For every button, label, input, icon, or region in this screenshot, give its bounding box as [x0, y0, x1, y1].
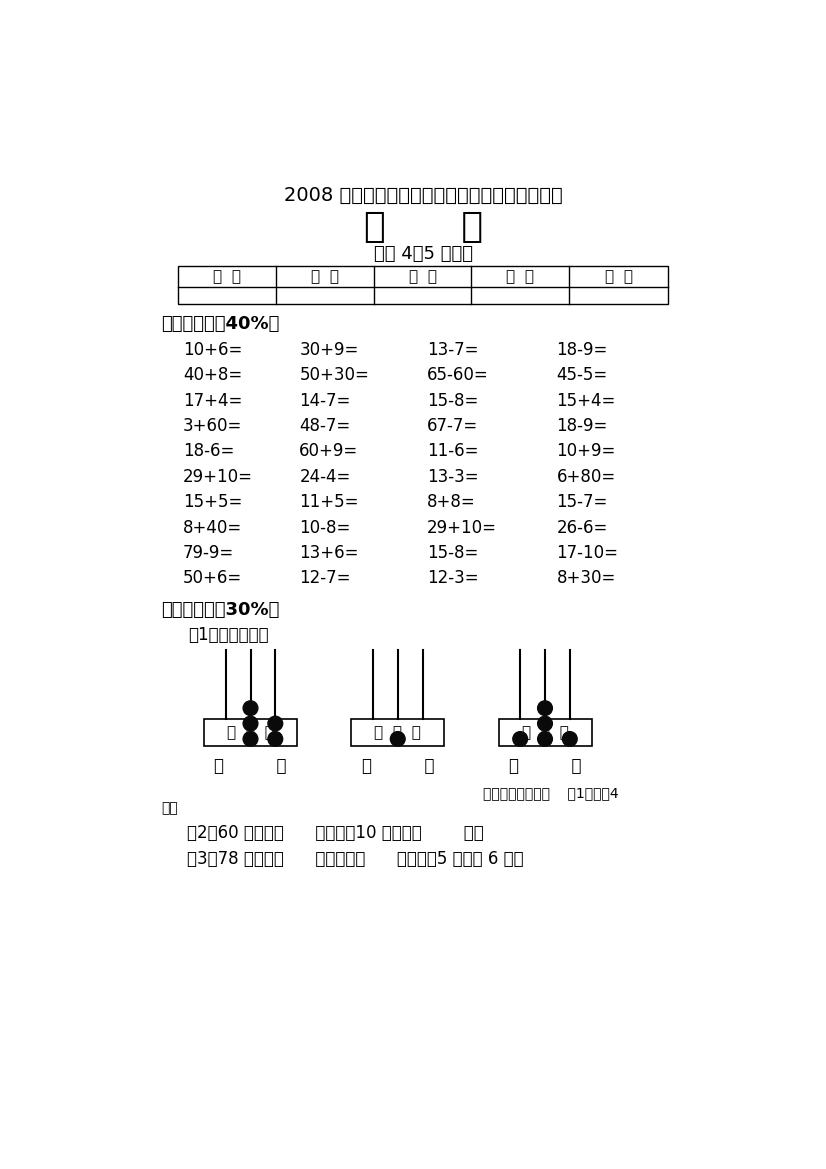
- Text: 二、填空。（30%）: 二、填空。（30%）: [161, 601, 280, 618]
- Text: 26-6=: 26-6=: [557, 519, 608, 537]
- Text: 11-6=: 11-6=: [427, 442, 479, 461]
- Circle shape: [243, 717, 258, 731]
- Circle shape: [243, 701, 258, 715]
- Bar: [499, 719, 591, 746]
- Text: 百  十  个: 百 十 个: [521, 725, 568, 740]
- Text: 17-10=: 17-10=: [557, 544, 619, 562]
- Text: 13-3=: 13-3=: [427, 468, 479, 486]
- Text: 13-7=: 13-7=: [427, 340, 479, 359]
- Text: 页）: 页）: [161, 802, 178, 816]
- Text: 10+9=: 10+9=: [557, 442, 616, 461]
- Text: 14-7=: 14-7=: [299, 392, 351, 409]
- Text: 45-5=: 45-5=: [557, 366, 608, 385]
- Text: 等  级: 等 级: [605, 269, 633, 284]
- Text: 8+8=: 8+8=: [427, 493, 476, 511]
- Text: 60+9=: 60+9=: [299, 442, 358, 461]
- Circle shape: [391, 732, 405, 746]
- Text: 50+6=: 50+6=: [183, 569, 242, 587]
- Circle shape: [538, 717, 553, 731]
- Text: 百  十  个: 百 十 个: [227, 725, 274, 740]
- Text: 姓  名: 姓 名: [409, 269, 437, 284]
- Text: （          ）: （ ）: [362, 758, 434, 775]
- Text: （          ）: （ ）: [509, 758, 582, 775]
- Text: 79-9=: 79-9=: [183, 544, 235, 562]
- Text: 24-4=: 24-4=: [299, 468, 351, 486]
- Circle shape: [538, 732, 553, 746]
- Text: 8+40=: 8+40=: [183, 519, 242, 537]
- Text: 6+80=: 6+80=: [557, 468, 616, 486]
- Text: （第 4、5 单元）: （第 4、5 单元）: [374, 245, 472, 263]
- Text: 29+10=: 29+10=: [183, 468, 253, 486]
- Text: 小数一年级（三）    第1页（共4: 小数一年级（三） 第1页（共4: [483, 787, 619, 801]
- Circle shape: [513, 732, 528, 746]
- Text: 48-7=: 48-7=: [299, 417, 350, 435]
- Bar: [351, 719, 444, 746]
- Text: 11+5=: 11+5=: [299, 493, 358, 511]
- Text: 百  十  个: 百 十 个: [374, 725, 421, 740]
- Text: 17+4=: 17+4=: [183, 392, 243, 409]
- Text: 18-9=: 18-9=: [557, 417, 608, 435]
- Text: 30+9=: 30+9=: [299, 340, 358, 359]
- Text: 3+60=: 3+60=: [183, 417, 243, 435]
- Text: 10-8=: 10-8=: [299, 519, 351, 537]
- Bar: [204, 719, 297, 746]
- Text: 数      学: 数 学: [363, 209, 483, 243]
- Text: （2）60 里面有（      ）个十；10 个十是（        ）。: （2）60 里面有（ ）个十；10 个十是（ ）。: [187, 824, 484, 843]
- Text: 13+6=: 13+6=: [299, 544, 358, 562]
- Circle shape: [243, 732, 258, 746]
- Text: 班  级: 班 级: [311, 269, 339, 284]
- Text: 50+30=: 50+30=: [299, 366, 369, 385]
- Text: 40+8=: 40+8=: [183, 366, 242, 385]
- Text: 18-9=: 18-9=: [557, 340, 608, 359]
- Text: 10+6=: 10+6=: [183, 340, 243, 359]
- Text: 15+4=: 15+4=: [557, 392, 616, 409]
- Circle shape: [268, 717, 282, 731]
- Text: 15-7=: 15-7=: [557, 493, 608, 511]
- Text: 15-8=: 15-8=: [427, 392, 478, 409]
- Text: 12-7=: 12-7=: [299, 569, 351, 587]
- Circle shape: [538, 701, 553, 715]
- Text: 学  号: 学 号: [506, 269, 534, 284]
- Text: 67-7=: 67-7=: [427, 417, 478, 435]
- Text: （1）看图写数。: （1）看图写数。: [188, 625, 269, 644]
- Text: 8+30=: 8+30=: [557, 569, 616, 587]
- Text: 18-6=: 18-6=: [183, 442, 235, 461]
- Text: 15+5=: 15+5=: [183, 493, 243, 511]
- Text: 2008 春期小学一年级教学质量过程监测题（三）: 2008 春期小学一年级教学质量过程监测题（三）: [284, 186, 563, 206]
- Text: 学  校: 学 校: [213, 269, 241, 284]
- Text: （          ）: （ ）: [214, 758, 287, 775]
- Text: 65-60=: 65-60=: [427, 366, 489, 385]
- Text: 12-3=: 12-3=: [427, 569, 479, 587]
- Text: （3）78 里面有（      ）个十和（      ）个一；5 个十和 6 个一: （3）78 里面有（ ）个十和（ ）个一；5 个十和 6 个一: [187, 850, 524, 867]
- Bar: [178, 265, 668, 304]
- Circle shape: [268, 732, 282, 746]
- Text: 一、口算。（40%）: 一、口算。（40%）: [161, 314, 280, 332]
- Text: 29+10=: 29+10=: [427, 519, 497, 537]
- Text: 15-8=: 15-8=: [427, 544, 478, 562]
- Circle shape: [563, 732, 577, 746]
